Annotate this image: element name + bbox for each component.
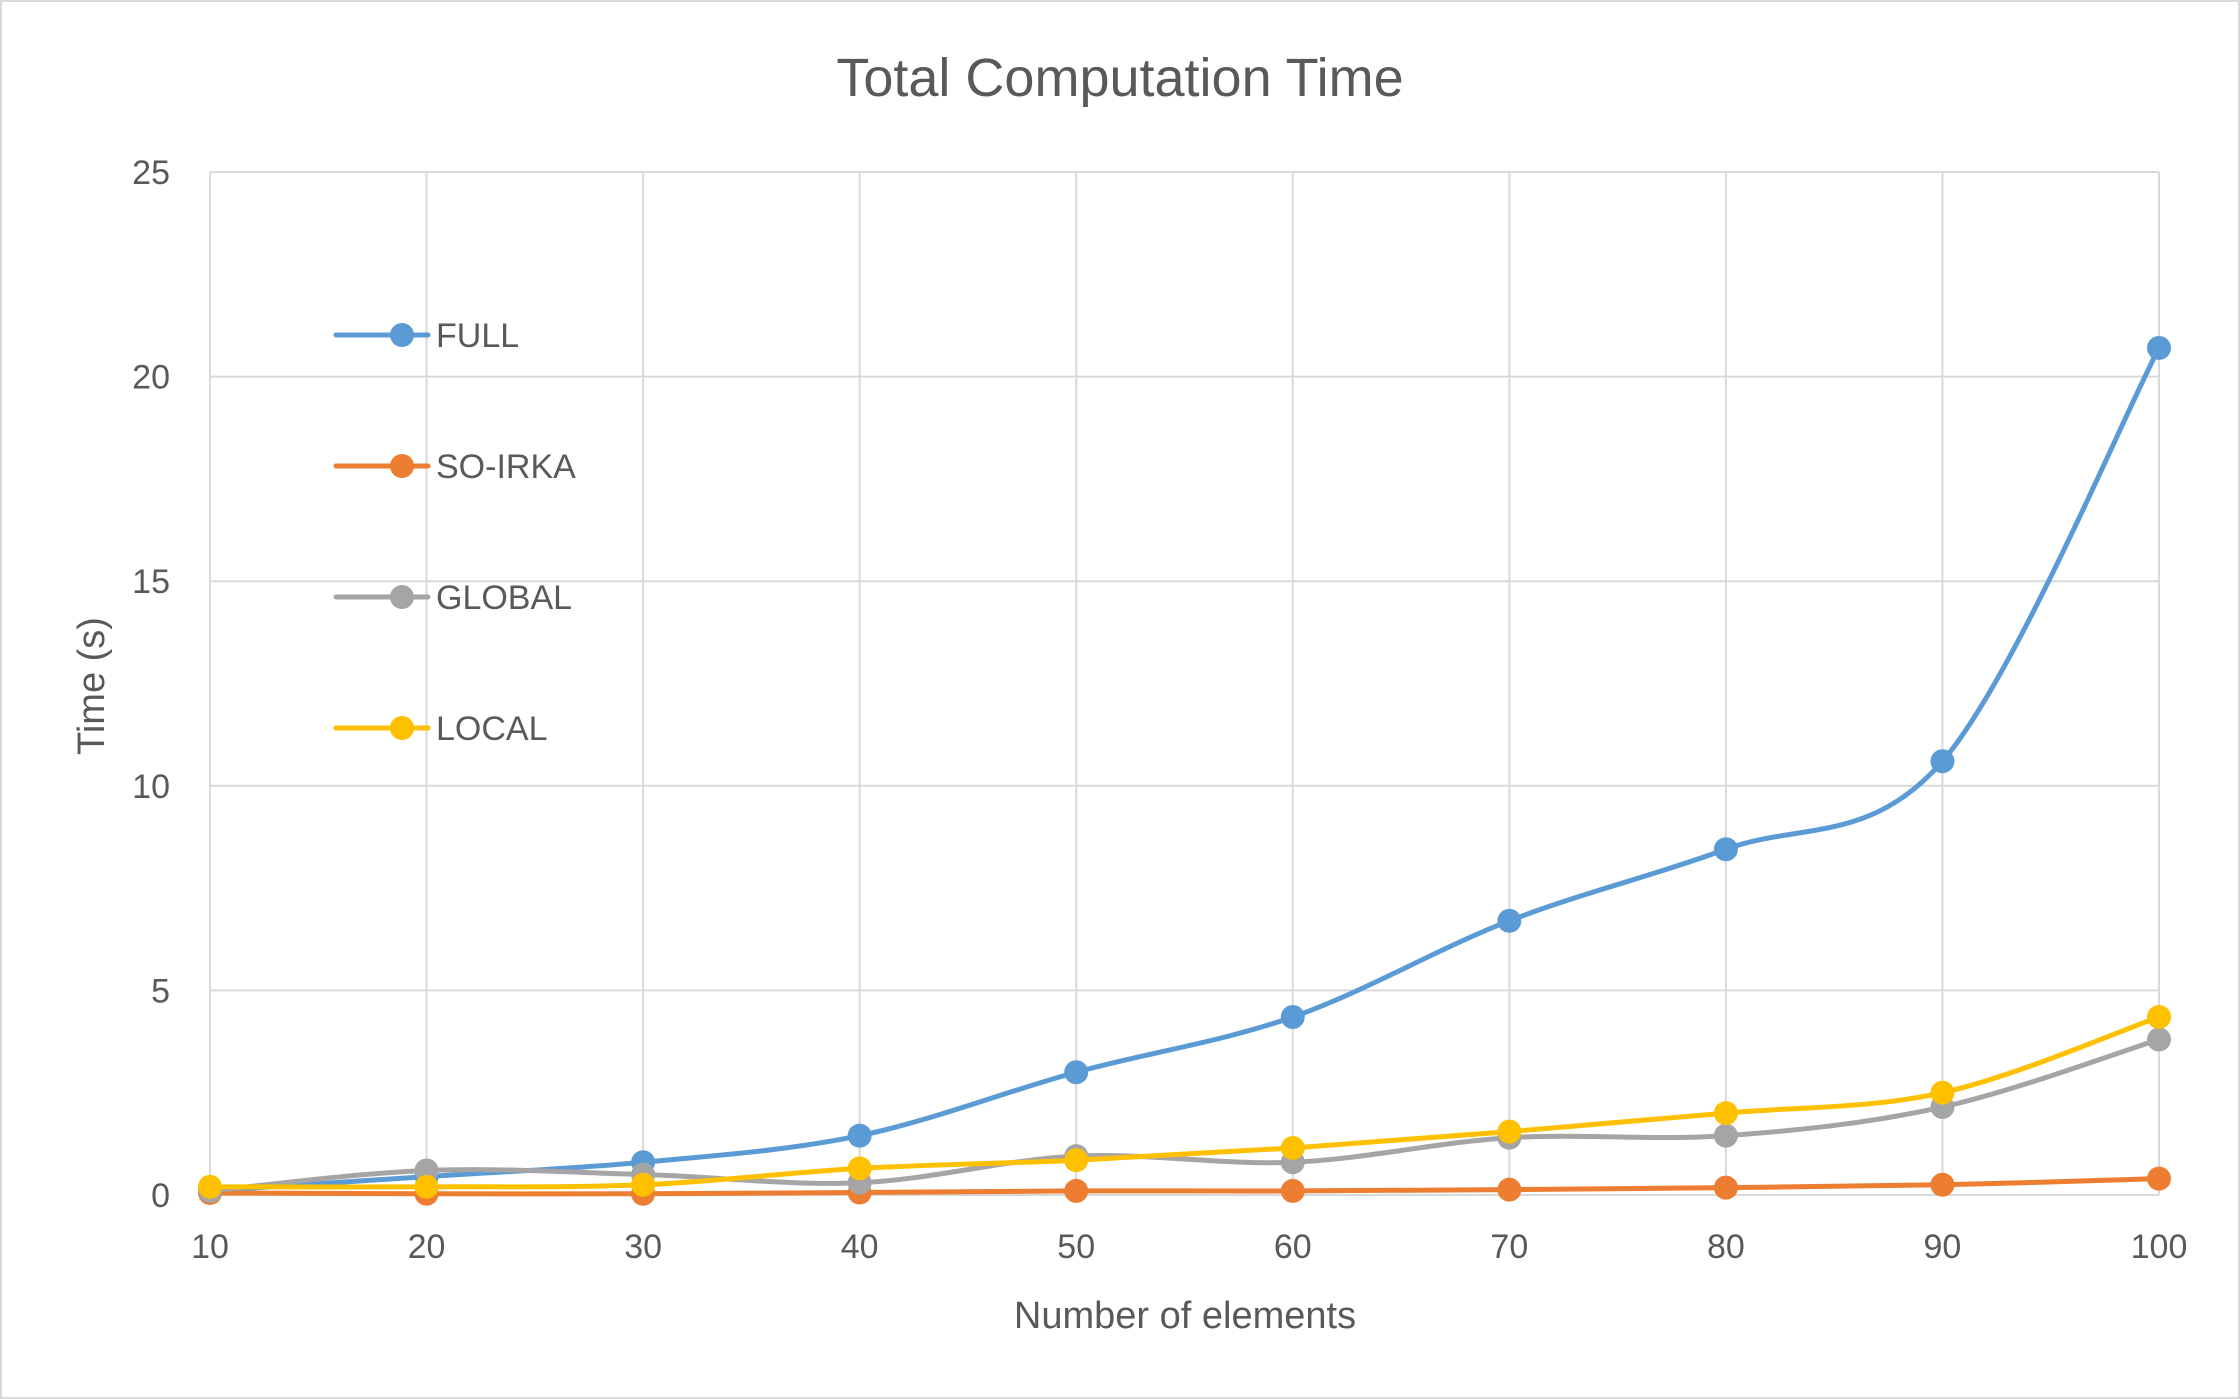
series-global [198, 1027, 2171, 1203]
series-line-global [207, 1037, 2162, 1194]
data-point-global [1713, 1123, 1738, 1148]
data-point-so-irka [2147, 1166, 2171, 1191]
x-tick-label: 40 [841, 1228, 879, 1266]
x-tick-label: 60 [1274, 1228, 1312, 1266]
x-tick-label: 80 [1707, 1228, 1745, 1266]
data-point-local [1713, 1101, 1738, 1126]
data-point-global [2147, 1027, 2171, 1052]
data-point-local [1497, 1119, 1522, 1144]
x-tick-label: 50 [1057, 1228, 1095, 1266]
y-tick-label: 0 [151, 1177, 170, 1215]
series-line-full [207, 345, 2162, 1194]
data-point-full [847, 1123, 872, 1148]
x-tick-label: 20 [408, 1228, 446, 1266]
data-point-full [1064, 1060, 1089, 1085]
x-tick-label: 90 [1924, 1228, 1962, 1266]
y-tick-label: 25 [132, 154, 170, 192]
y-tick-label: 15 [132, 563, 170, 601]
data-point-so-irka [1713, 1175, 1738, 1200]
x-tick-label: 30 [624, 1228, 662, 1266]
data-point-full [1713, 837, 1738, 862]
data-point-local [631, 1172, 656, 1197]
y-tick-label: 10 [132, 768, 170, 806]
legend-item-global: GLOBAL [333, 579, 572, 617]
data-point-full [2147, 335, 2171, 360]
legend-item-full: FULL [333, 317, 519, 355]
data-point-local [2147, 1004, 2171, 1029]
legend-marker-so-irka [390, 454, 414, 478]
x-tick-label: 10 [191, 1228, 229, 1266]
series-lines [198, 335, 2171, 1206]
series-line-so-irka [207, 1176, 2162, 1197]
x-axis-ticks: 10 20 30 40 50 60 70 80 90 100 [191, 1228, 2187, 1266]
legend-label: GLOBAL [436, 579, 572, 617]
x-tick-label: 70 [1490, 1228, 1528, 1266]
data-point-so-irka [1280, 1178, 1305, 1203]
data-point-so-irka [1064, 1178, 1089, 1203]
y-tick-label: 20 [132, 359, 170, 397]
legend-item-so-irka: SO-IRKA [333, 448, 576, 486]
data-point-so-irka [1497, 1177, 1522, 1202]
legend-marker-local [390, 716, 414, 740]
series-local [198, 1004, 2171, 1199]
legend: FULL SO-IRKA GLOBAL LOCAL [333, 317, 576, 748]
data-point-full [1930, 749, 1955, 774]
data-point-local [198, 1174, 222, 1199]
data-point-so-irka [1930, 1172, 1955, 1197]
data-point-local [847, 1156, 872, 1181]
data-point-full [1497, 908, 1522, 933]
y-axis-ticks: 0 5 10 15 20 25 [132, 154, 170, 1215]
legend-label: FULL [436, 317, 519, 355]
data-point-local [1064, 1148, 1089, 1173]
y-tick-label: 5 [151, 972, 170, 1010]
data-point-full [1280, 1004, 1305, 1029]
series-line-local [207, 1014, 2162, 1190]
legend-label: LOCAL [436, 710, 548, 748]
gridlines [209, 171, 2160, 1196]
data-point-local [414, 1174, 439, 1199]
x-axis-title: Number of elements [1014, 1295, 1356, 1337]
legend-marker-global [390, 585, 414, 609]
data-point-local [1280, 1135, 1305, 1160]
x-tick-label: 100 [2131, 1228, 2188, 1266]
legend-marker-full [390, 323, 414, 347]
legend-item-local: LOCAL [333, 710, 548, 748]
chart-title: Total Computation Time [836, 48, 1403, 108]
y-axis-title: Time (s) [71, 617, 113, 755]
legend-label: SO-IRKA [436, 448, 576, 486]
data-point-local [1930, 1080, 1955, 1105]
